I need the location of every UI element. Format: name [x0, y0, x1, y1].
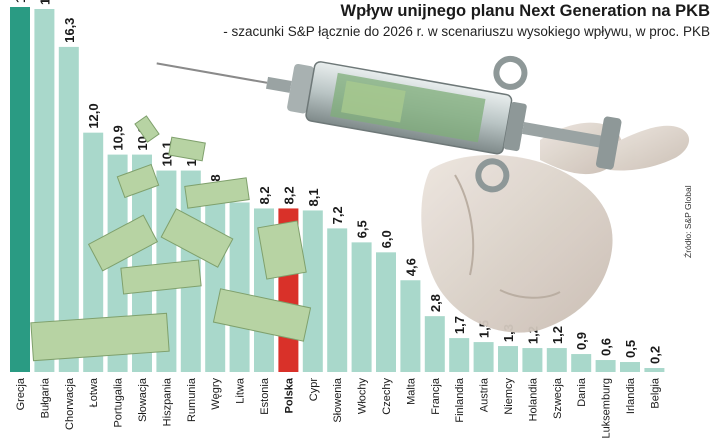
category-label: Węgry	[210, 378, 222, 410]
category-label: Dania	[576, 377, 588, 407]
category-label: Holandia	[527, 377, 539, 421]
bar-włochy	[351, 242, 372, 372]
value-label: 10,9	[111, 125, 126, 150]
category-label: Chorwacja	[64, 377, 76, 430]
category-label: Szwecja	[552, 377, 564, 419]
category-label: Austria	[479, 377, 491, 412]
category-label: Włochy	[357, 378, 369, 415]
category-label: Francja	[430, 377, 442, 415]
bar-hiszpania	[156, 170, 177, 372]
category-label: Czechy	[381, 378, 393, 415]
category-label: Portugalia	[113, 377, 125, 427]
category-label: Grecja	[15, 377, 27, 410]
category-label: Belgia	[649, 377, 661, 408]
value-label: 6,5	[355, 220, 370, 238]
bar-bułgaria	[34, 8, 55, 372]
bar-rumunia	[180, 170, 201, 372]
value-label: 1,2	[525, 326, 540, 344]
category-label: Słowacja	[137, 377, 149, 422]
bar-finlandia	[449, 338, 470, 372]
bar-polska	[278, 208, 299, 372]
bar-szwecja	[546, 348, 567, 372]
category-label: Estonia	[259, 377, 271, 415]
value-label: 4,6	[403, 258, 418, 276]
value-label: 10,9	[135, 125, 150, 150]
category-label: Hiszpania	[161, 377, 173, 426]
value-label: 0,9	[574, 332, 589, 350]
bar-dania	[571, 354, 592, 372]
bar-malta	[400, 280, 421, 372]
bar-luksemburg	[595, 360, 616, 372]
category-label: Malta	[405, 377, 417, 405]
bar-portugalia	[107, 154, 128, 372]
value-label: 8,1	[306, 188, 321, 206]
bar-holandia	[522, 348, 543, 372]
value-label: 0,5	[623, 340, 638, 358]
value-label: 16,3	[62, 18, 77, 43]
category-label: Finlandia	[454, 377, 466, 423]
value-label: 1,7	[452, 316, 467, 334]
value-label: 7,2	[330, 206, 345, 224]
value-label: 1,2	[550, 326, 565, 344]
value-label: 8,5	[233, 180, 248, 198]
value-label: 10,1	[159, 141, 174, 166]
category-label: Niemcy	[503, 378, 515, 415]
value-label: 8,2	[257, 186, 272, 204]
category-label: Cypr	[308, 378, 320, 402]
bar-słowacja	[132, 154, 152, 372]
value-label: 6,0	[379, 230, 394, 248]
bar-austria	[473, 342, 494, 372]
bar-czechy	[376, 252, 396, 372]
bar-niemcy	[498, 346, 518, 372]
value-label: 1,5	[477, 320, 492, 338]
value-label: 2,8	[428, 294, 443, 312]
chart-subtitle: - szacunki S&P łącznie do 2026 r. w scen…	[223, 24, 710, 39]
value-label: 18,2	[37, 0, 52, 5]
category-label: Polska	[283, 377, 295, 413]
bar-belgia	[644, 368, 665, 372]
category-label: Łotwa	[88, 377, 100, 407]
chart-title: Wpływ unijnego planu Next Generation na …	[340, 2, 710, 20]
value-label: 8,2	[281, 186, 296, 204]
value-label: 12,0	[86, 103, 101, 128]
bar-estonia	[254, 208, 274, 372]
bar-cypr	[302, 210, 323, 372]
category-label: Irlandia	[625, 377, 637, 414]
bar-irlandia	[620, 362, 640, 372]
bar-słowenia	[327, 228, 348, 372]
value-label: 1,3	[501, 324, 516, 342]
bar-chorwacja	[58, 46, 79, 372]
source-note: Źródło: S&P Global	[683, 185, 693, 258]
category-label: Słowenia	[332, 377, 344, 423]
value-label: 18,3	[13, 0, 28, 3]
bar-litwa	[229, 202, 250, 372]
category-label: Litwa	[235, 377, 247, 404]
value-label: 0,6	[599, 338, 614, 356]
bar-francja	[424, 316, 445, 372]
category-label: Rumunia	[186, 377, 198, 422]
bar-węgry	[205, 196, 226, 372]
category-label: Bułgaria	[39, 377, 51, 418]
value-label: 0,2	[647, 346, 662, 364]
bar-łotwa	[83, 132, 104, 372]
bar-grecja	[10, 7, 30, 372]
value-label: 8,8	[208, 174, 223, 192]
value-label: 10,1	[184, 141, 199, 166]
category-label: Luksemburg	[601, 378, 613, 439]
